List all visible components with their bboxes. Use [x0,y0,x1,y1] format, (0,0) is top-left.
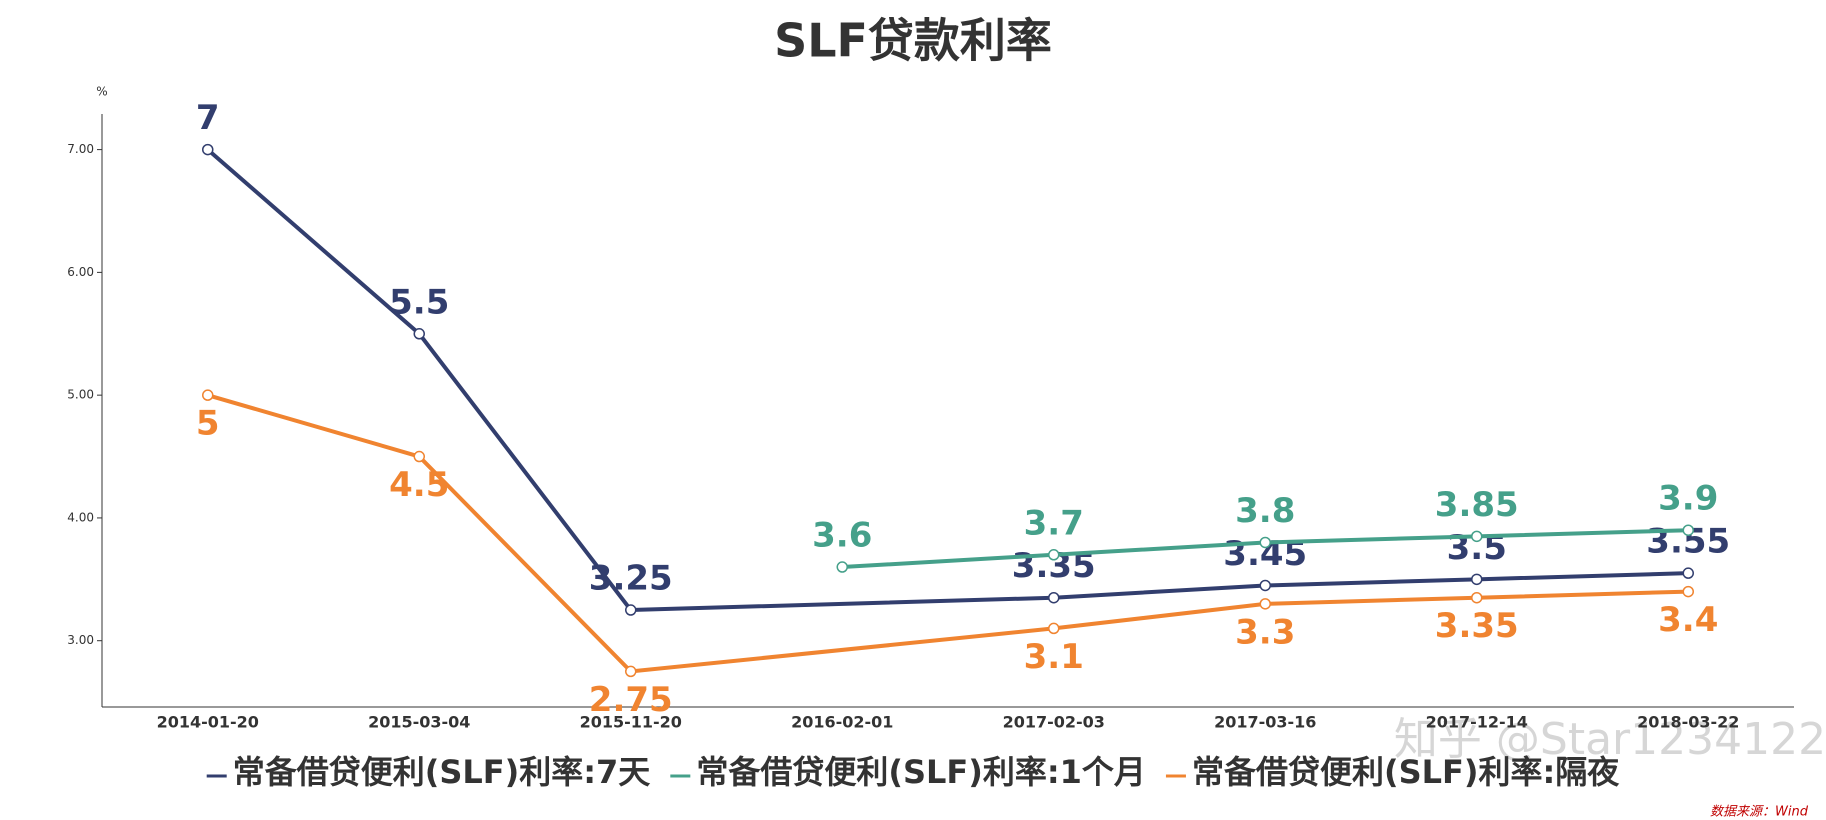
data-label: 3.1 [1024,637,1084,677]
x-tick-label: 2018-03-22 [1637,713,1739,732]
data-label: 3.25 [589,559,673,599]
y-tick-label: 4.00 [67,510,94,524]
x-tick-label: 2014-01-20 [157,713,259,732]
data-point [1682,524,1694,536]
x-tick-label: 2017-03-16 [1214,713,1316,732]
data-point [413,328,425,340]
data-point [413,450,425,463]
y-tick-label: 3.00 [67,633,94,647]
data-label: 3.7 [1024,503,1084,543]
legend: 常备借贷便利(SLF)利率:7天 常备借贷便利(SLF)利率:1个月 常备借贷便利(… [206,753,1620,791]
data-label: 5.5 [389,282,449,322]
watermark: 知乎 @Star1234122 [1394,714,1826,765]
y-unit: % [96,85,107,99]
data-point [1471,591,1483,604]
data-label: 3.4 [1658,600,1718,640]
data-point [202,389,214,401]
data-label: 7 [196,98,220,138]
data-label: 3.6 [812,516,872,556]
data-label: 4.5 [389,465,449,505]
data-point [836,561,848,573]
data-point [1471,573,1483,586]
y-tick-label: 5.00 [67,388,94,402]
data-point [1048,622,1060,635]
y-tick-label: 7.00 [67,142,94,156]
data-label: 3.3 [1235,612,1295,652]
data-point [625,604,637,616]
x-tick-label: 2017-12-14 [1426,713,1528,732]
data-point [1048,549,1060,561]
data-point [1259,579,1271,592]
data-point [1259,598,1271,610]
data-label: 3.35 [1435,606,1519,646]
data-point [1682,567,1694,579]
legend-label: 常备借贷便利(SLF)利率:隔夜 [1192,753,1620,791]
x-tick-label: 2017-02-03 [1003,713,1105,732]
x-tick-label: 2016-02-01 [791,713,893,732]
legend-label: 常备借贷便利(SLF)利率:1个月 [696,753,1146,791]
legend-label: 常备借贷便利(SLF)利率:7天 [233,753,651,791]
data-point [202,143,214,156]
data-point [1259,536,1271,549]
data-label: 3.85 [1435,485,1519,525]
y-tick-label: 6.00 [67,265,94,279]
data-point [1048,591,1060,604]
data-label: 3.9 [1658,479,1718,519]
data-label: 2.75 [589,680,673,720]
data-point [1682,585,1694,598]
data-label: 3.8 [1235,491,1295,531]
data-label: 5 [196,404,220,444]
data-point [625,665,637,678]
data-point [1471,530,1483,543]
x-tick-label: 2015-11-20 [580,713,682,732]
source-note: 数据来源：Wind [1710,805,1809,820]
chart-title: SLF贷款利率 [774,14,1052,68]
x-tick-label: 2015-03-04 [368,713,470,732]
